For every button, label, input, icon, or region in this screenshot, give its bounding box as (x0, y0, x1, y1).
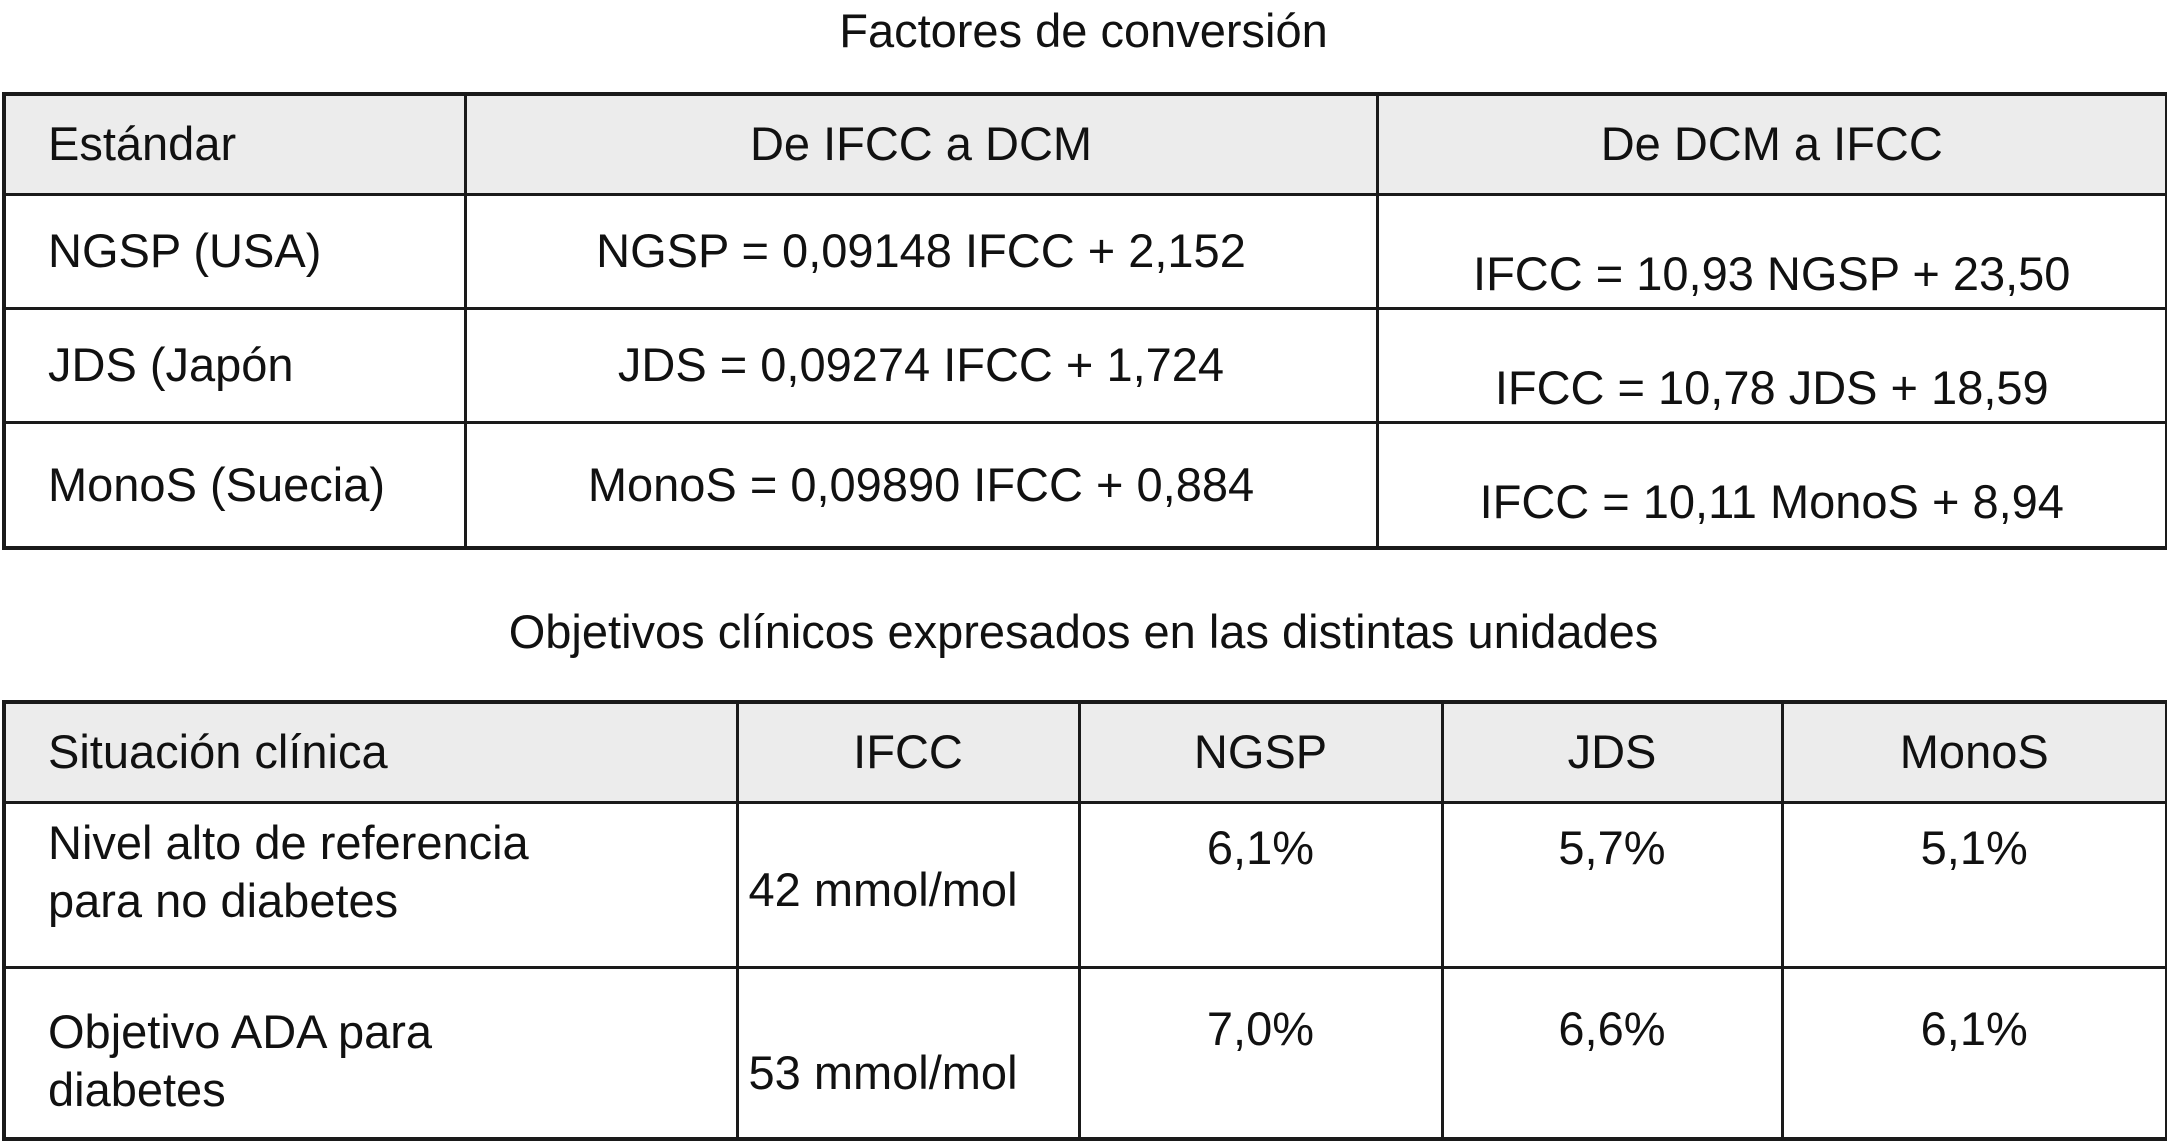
table-header-row: Estándar De IFCC a DCM De DCM a IFCC (2, 92, 2167, 196)
cell-ifcc-value: 42 mmol/mol (735, 800, 1081, 969)
col-header-de-dcm-a-ifcc: De DCM a IFCC (1375, 92, 2167, 196)
cell-jds-from-ifcc-formula: JDS = 0,09274 IFCC + 1,724 (463, 306, 1379, 424)
col-header-ngsp: NGSP (1077, 700, 1444, 804)
table-row-ada-target: Objetivo ADA para diabetes 53 mmol/mol 7… (2, 965, 2167, 1141)
cell-situation-ada-target: Objetivo ADA para diabetes (2, 965, 739, 1141)
cell-ifcc-from-ngsp-formula: IFCC = 10,93 NGSP + 23,50 (1375, 192, 2167, 310)
cell-ifcc-from-jds-formula: IFCC = 10,78 JDS + 18,59 (1375, 306, 2167, 424)
cell-monos-from-ifcc-formula: MonoS = 0,09890 IFCC + 0,884 (463, 420, 1379, 550)
conversion-table-title: Factores de conversión (839, 4, 1328, 57)
col-header-ifcc: IFCC (735, 700, 1081, 804)
table-row-monos: MonoS (Suecia) MonoS = 0,09890 IFCC + 0,… (2, 420, 2167, 550)
cell-ngsp-value: 7,0% (1077, 965, 1444, 1141)
cell-situation-no-diabetes: Nivel alto de referencia para no diabete… (2, 800, 739, 969)
cell-monos-value: 5,1% (1780, 800, 2167, 969)
table-row-jds: JDS (Japón JDS = 0,09274 IFCC + 1,724 IF… (2, 306, 2167, 424)
col-header-situacion-clinica: Situación clínica (2, 700, 739, 804)
cell-monos-value: 6,1% (1780, 965, 2167, 1141)
cell-ngsp-value: 6,1% (1077, 800, 1444, 969)
cell-ngsp-from-ifcc-formula: NGSP = 0,09148 IFCC + 2,152 (463, 192, 1379, 310)
targets-table-title: Objetivos clínicos expresados en las dis… (508, 605, 1659, 658)
col-header-monos: MonoS (1780, 700, 2167, 804)
col-header-de-ifcc-a-dcm: De IFCC a DCM (463, 92, 1379, 196)
cell-jds-value: 6,6% (1440, 965, 1784, 1141)
clinical-targets-table: Situación clínica IFCC NGSP JDS MonoS Ni… (2, 700, 2167, 1141)
table-header-row: Situación clínica IFCC NGSP JDS MonoS (2, 700, 2167, 804)
cell-ifcc-from-monos-formula: IFCC = 10,11 MonoS + 8,94 (1375, 420, 2167, 550)
table-row-no-diabetes-reference: Nivel alto de referencia para no diabete… (2, 800, 2167, 969)
conversion-factors-table: Estándar De IFCC a DCM De DCM a IFCC NGS… (2, 92, 2167, 550)
cell-standard-jds: JDS (Japón (2, 306, 467, 424)
cell-ifcc-value: 53 mmol/mol (735, 965, 1081, 1141)
cell-jds-value: 5,7% (1440, 800, 1784, 969)
col-header-jds: JDS (1440, 700, 1784, 804)
cell-standard-monos: MonoS (Suecia) (2, 420, 467, 550)
cell-standard-ngsp: NGSP (USA) (2, 192, 467, 310)
col-header-estandar: Estándar (2, 92, 467, 196)
table-row-ngsp: NGSP (USA) NGSP = 0,09148 IFCC + 2,152 I… (2, 192, 2167, 310)
